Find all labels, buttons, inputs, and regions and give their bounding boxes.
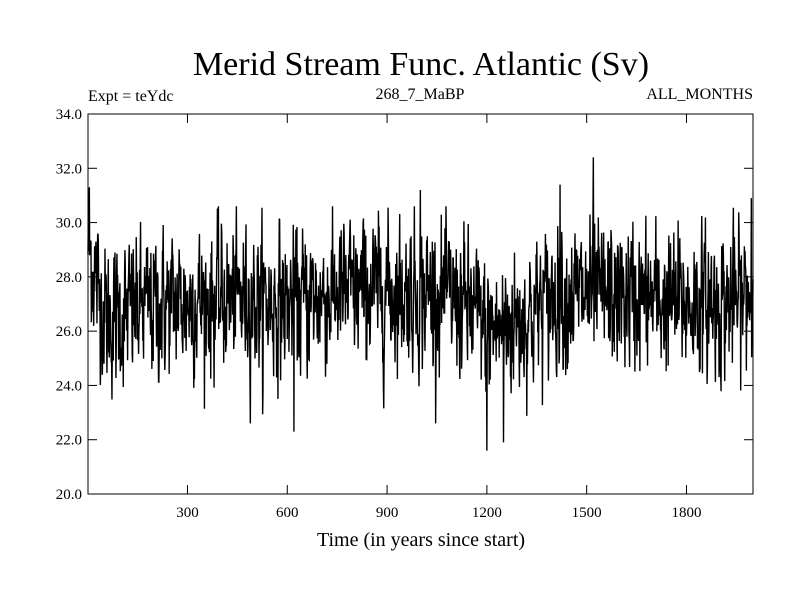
series-layer — [87, 157, 754, 451]
experiment-label: Expt = teYdc — [88, 88, 173, 105]
x-tick-label: 1800 — [671, 505, 701, 521]
x-tick-label: 300 — [176, 505, 199, 521]
y-tick-label: 34.0 — [56, 107, 82, 123]
x-tick-label: 1500 — [572, 505, 602, 521]
y-tick-label: 30.0 — [56, 216, 82, 232]
series-line — [87, 157, 754, 451]
run-label: 268_7_MaBP — [376, 86, 465, 103]
y-tick-label: 28.0 — [56, 270, 82, 286]
x-tick-label: 1200 — [472, 505, 502, 521]
x-tick-label: 600 — [276, 505, 299, 521]
x-tick-label: 900 — [376, 505, 399, 521]
plot-frame — [87, 113, 754, 495]
y-tick-label: 24.0 — [56, 378, 82, 394]
months-label: ALL_MONTHS — [646, 86, 753, 103]
y-tick-label: 32.0 — [56, 161, 82, 177]
axes-layer: 20.0 22.0 24.0 26.0 28.0 30.0 32.0 34.0 300 600 90… — [56, 107, 753, 521]
x-axis-label: Time (in years since start) — [317, 529, 525, 551]
chart-title: Merid Stream Func. Atlantic (Sv) — [193, 46, 649, 83]
y-tick-label: 26.0 — [56, 324, 82, 340]
y-tick-label: 22.0 — [56, 433, 82, 449]
y-tick-label: 20.0 — [56, 487, 82, 503]
